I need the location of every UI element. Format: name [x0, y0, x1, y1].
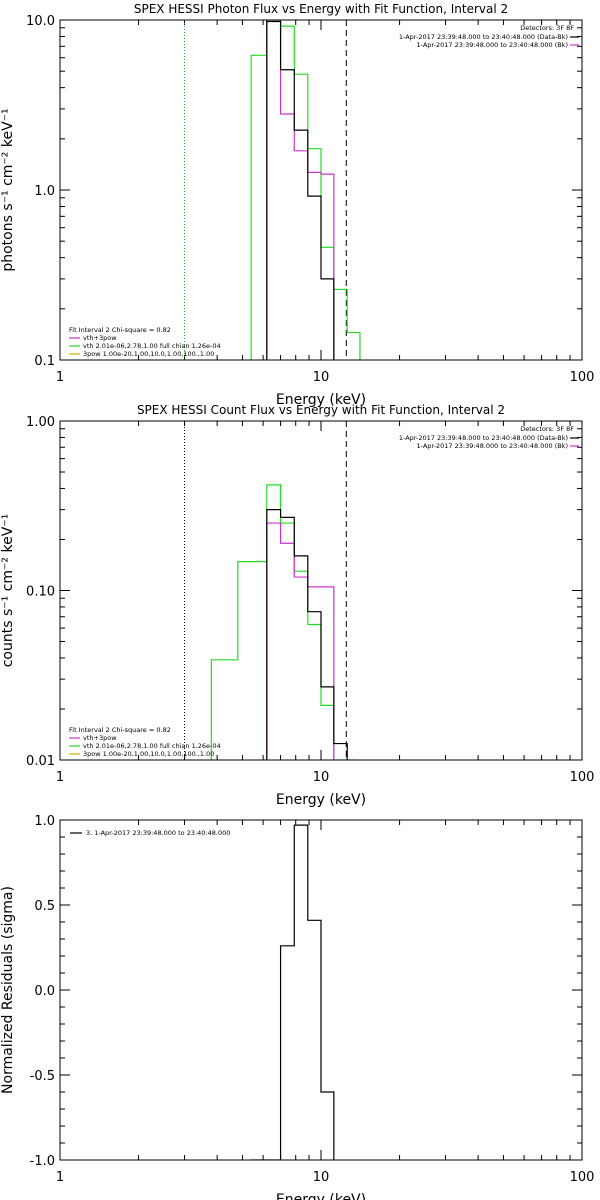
y-tick-label: 1.0 — [34, 814, 55, 829]
x-tick-label: 100 — [570, 1170, 595, 1185]
x-tick-label: 10 — [313, 370, 330, 385]
fit-legend-header: Fit Interval 2 Chi-square = 0.82 — [69, 326, 171, 334]
y-tick-label: 0.10 — [26, 585, 55, 600]
legend-header: Detectors: 3F 8F — [520, 425, 574, 433]
series-step-line-3 — [266, 509, 348, 760]
series-group — [250, 20, 361, 360]
series-step-line-2 — [266, 20, 335, 360]
x-tick-label: 100 — [570, 370, 595, 385]
y-tick-label: 0.5 — [34, 899, 55, 914]
chart-panel-2: SPEX HESSI Count Flux vs Energy with Fit… — [0, 403, 594, 808]
y-axis-label: counts s⁻¹ cm⁻² keV⁻¹ — [0, 514, 16, 668]
fit-legend-label: vth+3pow — [83, 334, 117, 342]
x-tick-label: 10 — [313, 770, 330, 785]
y-tick-label: 10.0 — [26, 14, 55, 29]
y-tick-label: 1.00 — [26, 415, 55, 430]
chart-title: SPEX HESSI Photon Flux vs Energy with Fi… — [134, 2, 508, 16]
plot-frame — [59, 819, 583, 1161]
legend-entry-label: 1-Apr-2017 23:39:48.000 to 23:40:48.000 … — [417, 442, 568, 450]
y-tick-label: 0.0 — [34, 984, 55, 999]
y-axis-label: photons s⁻¹ cm⁻² keV⁻¹ — [0, 108, 16, 271]
x-axis-label: Energy (keV) — [276, 792, 366, 808]
legend-entry-label: 1-Apr-2017 23:39:48.000 to 23:40:48.000 … — [399, 434, 568, 442]
legend-entry-label: 1-Apr-2017 23:39:48.000 to 23:40:48.000 … — [417, 41, 568, 49]
series-step-line-2 — [266, 522, 335, 760]
x-tick-label: 1 — [56, 370, 64, 385]
legend-entry-label: 1-Apr-2017 23:39:48.000 to 23:40:48.000 … — [399, 33, 568, 41]
chart-title: SPEX HESSI Count Flux vs Energy with Fit… — [137, 403, 505, 417]
series-step-line-1 — [251, 824, 335, 1160]
series-group — [210, 484, 357, 760]
plot-frame — [59, 19, 583, 361]
chart-panel-1: SPEX HESSI Photon Flux vs Energy with Fi… — [0, 2, 594, 408]
x-tick-label: 1 — [56, 770, 64, 785]
y-tick-label: -0.5 — [30, 1069, 55, 1084]
x-tick-label: 100 — [570, 770, 595, 785]
y-tick-label: 1.0 — [34, 184, 55, 199]
series-step-line-1 — [250, 20, 361, 360]
fit-legend-label: vth+3pow — [83, 734, 117, 742]
fit-legend-label: 3pow 1.00e-20,1.00,10.0,1.00,100.,1.00 — [83, 350, 214, 358]
fit-legend-header: Fit Interval 2 Chi-square = 0.82 — [69, 726, 171, 734]
y-tick-label: 0.01 — [26, 754, 55, 769]
plot-frame — [59, 420, 583, 761]
residual-legend-label: 3. 1-Apr-2017 23:39:48.000 to 23:40:48.0… — [86, 829, 230, 837]
x-axis-label: Energy (keV) — [276, 392, 366, 408]
chart-panel-3: Energy (keV) Normalized Residuals (sigma)… — [0, 814, 594, 1200]
y-axis-label: Normalized Residuals (sigma) — [0, 886, 16, 1094]
x-axis-label: Energy (keV) — [276, 1192, 366, 1200]
series-group — [251, 824, 335, 1160]
series-step-line-3 — [266, 20, 335, 360]
x-tick-label: 10 — [313, 1170, 330, 1185]
fit-legend-label: vth 2.01e-06,2.78,1.00 full chian 1.26e-… — [83, 742, 221, 750]
legend-header: Detectors: 3F 8F — [520, 24, 574, 32]
y-tick-label: -1.0 — [30, 1154, 55, 1169]
fit-legend-label: vth 2.01e-06,2.78,1.00 full chian 1.26e-… — [83, 342, 221, 350]
y-tick-label: 0.1 — [34, 354, 55, 369]
x-tick-label: 1 — [56, 1170, 64, 1185]
fit-legend-label: 3pow 1.00e-20,1.00,10.0,1.00,100.,1.00 — [83, 750, 214, 758]
